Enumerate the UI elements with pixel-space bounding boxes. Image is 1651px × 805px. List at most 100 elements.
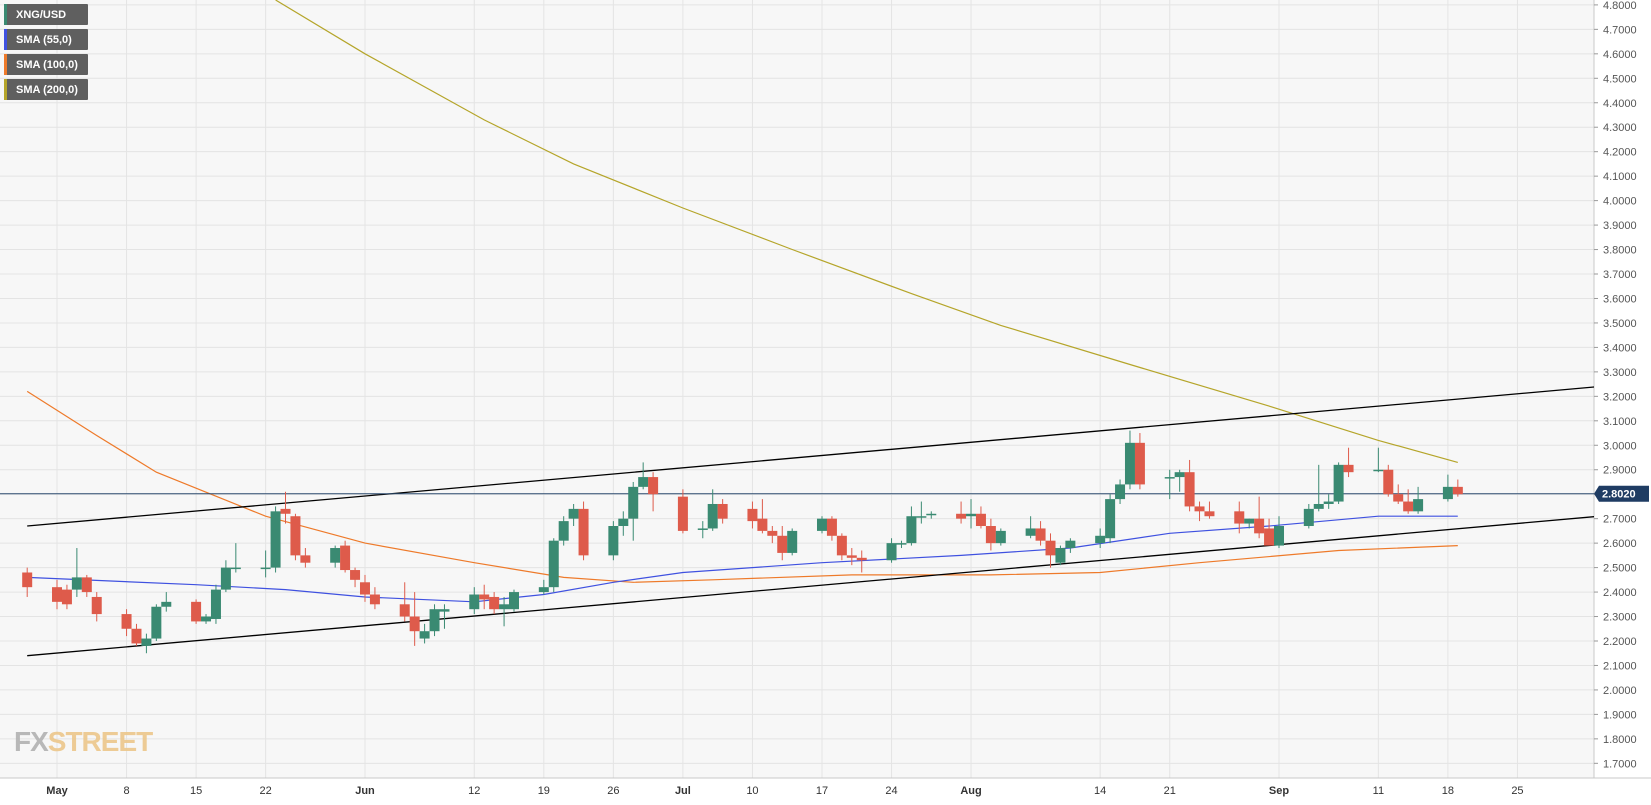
candle — [608, 521, 619, 561]
candle — [350, 567, 361, 588]
legend-item-sma200[interactable]: SMA (200,0) — [4, 79, 88, 100]
candle-body — [1274, 526, 1285, 546]
x-tick-label: 15 — [190, 785, 202, 797]
candle — [121, 609, 132, 637]
candle-body — [767, 530, 778, 536]
candle — [1045, 533, 1056, 568]
candle — [1025, 516, 1036, 539]
candle-body — [340, 545, 351, 571]
candle-body — [578, 508, 589, 556]
candle — [548, 538, 559, 593]
y-tick-label: 4.2000 — [1603, 147, 1637, 159]
candle — [995, 528, 1006, 546]
candle-body — [1174, 472, 1185, 478]
candle-body — [399, 604, 410, 617]
candle-body — [330, 548, 341, 563]
y-tick-label: 4.0000 — [1603, 196, 1637, 208]
candle-body — [677, 496, 688, 531]
candle-body — [926, 513, 937, 516]
candle — [52, 579, 62, 610]
candle — [1065, 538, 1076, 553]
candle-body — [1403, 501, 1414, 512]
y-tick-label: 3.6000 — [1603, 293, 1637, 305]
y-tick-label: 2.7000 — [1603, 514, 1637, 526]
candle — [1244, 518, 1255, 529]
plot-background — [0, 0, 1594, 778]
y-tick-label: 3.4000 — [1603, 342, 1637, 354]
sma200-line — [275, 0, 1458, 463]
y-tick-label: 4.6000 — [1603, 49, 1637, 61]
candle — [568, 503, 579, 527]
candle-body — [260, 567, 271, 570]
candle-body — [538, 587, 549, 593]
candle — [836, 533, 847, 561]
candle-body — [409, 616, 420, 632]
candle-body — [628, 486, 639, 519]
candle — [1264, 518, 1275, 546]
x-tick-label: 19 — [538, 785, 550, 797]
candle — [1174, 469, 1185, 492]
candle — [300, 548, 311, 568]
candle — [896, 540, 907, 549]
candle — [846, 548, 857, 566]
candle — [479, 584, 490, 610]
candle — [359, 574, 370, 602]
candle — [886, 538, 897, 563]
candle — [747, 501, 758, 529]
legend-label-sma100: SMA (100,0) — [16, 58, 78, 71]
candle-body — [419, 631, 430, 639]
candle-body — [1055, 548, 1066, 563]
candle-body — [548, 540, 559, 588]
candle-body — [747, 508, 758, 522]
candle — [330, 545, 341, 568]
x-tick-label: 21 — [1164, 785, 1176, 797]
candle-body — [1204, 511, 1215, 517]
y-tick-label: 4.4000 — [1603, 98, 1637, 110]
candle — [856, 550, 867, 573]
candle-body — [648, 477, 659, 495]
y-tick-label: 4.1000 — [1603, 171, 1637, 183]
x-axis-labels: May 8 15 22 Jun 12 19 26 Jul 10 17 24 Aug 14 21 Sep 11 18… — [46, 785, 1523, 797]
candle — [260, 550, 271, 578]
candle — [131, 623, 142, 646]
y-axis-labels: 1.7000 1.8000 1.9000 2.0000 2.1000 2.2000 2.30… — [1594, 0, 1637, 770]
y-tick-label: 1.8000 — [1603, 734, 1637, 746]
candle-body — [469, 594, 480, 610]
candle — [290, 513, 301, 561]
sma55-swatch — [4, 29, 7, 50]
candle-body — [1234, 511, 1245, 524]
candle-body — [618, 518, 629, 527]
x-tick-label: 18 — [1442, 785, 1454, 797]
candle — [22, 567, 33, 597]
candle — [161, 592, 172, 612]
candle — [409, 592, 420, 646]
candle-body — [1343, 464, 1354, 473]
candle-body — [1383, 469, 1394, 495]
candle-body — [1115, 484, 1126, 500]
candle — [787, 528, 798, 556]
candle-body — [1413, 499, 1424, 512]
candle — [628, 481, 639, 541]
candle-body — [210, 589, 221, 619]
candle — [61, 584, 72, 610]
candle — [191, 599, 202, 624]
candle-body — [81, 577, 92, 593]
y-tick-label: 4.8000 — [1603, 0, 1637, 12]
candle-body — [1105, 499, 1116, 539]
sma100-swatch — [4, 54, 7, 75]
legend-item-instrument[interactable]: XNG/USD — [4, 4, 88, 25]
candle — [1343, 447, 1354, 478]
candle — [439, 604, 450, 629]
y-tick-label: 1.7000 — [1603, 758, 1637, 770]
y-tick-label: 4.5000 — [1603, 73, 1637, 85]
y-tick-label: 2.4000 — [1603, 587, 1637, 599]
legend-item-sma100[interactable]: SMA (100,0) — [4, 54, 88, 75]
candle-body — [1254, 518, 1265, 534]
y-tick-label: 2.6000 — [1603, 538, 1637, 550]
legend-item-sma55[interactable]: SMA (55,0) — [4, 29, 88, 50]
candle — [757, 499, 768, 534]
x-tick-label: 24 — [885, 785, 897, 797]
candle — [1234, 501, 1245, 534]
